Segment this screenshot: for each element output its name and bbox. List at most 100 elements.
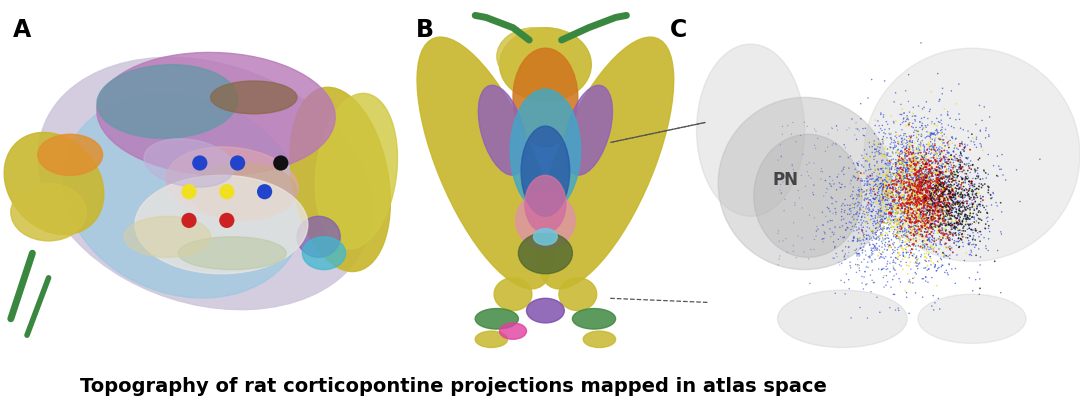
Point	[935, 154, 953, 160]
Point	[897, 247, 915, 253]
Point	[808, 228, 825, 235]
Point	[899, 164, 916, 171]
Point	[914, 166, 931, 173]
Ellipse shape	[522, 127, 570, 217]
Point	[907, 243, 924, 250]
Point	[937, 162, 955, 169]
Point	[930, 207, 947, 213]
Point	[868, 241, 886, 247]
Point	[937, 202, 955, 209]
Point	[855, 209, 873, 215]
Point	[901, 160, 918, 166]
Point	[882, 210, 900, 217]
Point	[912, 119, 929, 126]
Point	[921, 174, 939, 181]
Point	[910, 179, 928, 186]
Point	[907, 167, 924, 173]
Point	[941, 142, 958, 148]
Point	[883, 214, 901, 221]
Point	[930, 196, 947, 203]
Point	[864, 228, 881, 235]
Point	[922, 200, 940, 206]
Point	[893, 200, 910, 207]
Point	[858, 191, 875, 198]
Point	[980, 184, 997, 190]
Point	[905, 251, 922, 258]
Point	[902, 209, 919, 216]
Point	[891, 276, 908, 282]
Point	[962, 181, 980, 187]
Point	[931, 183, 948, 189]
Point	[870, 207, 888, 214]
Point	[896, 206, 914, 213]
Point	[917, 164, 934, 171]
Point	[930, 160, 947, 166]
Point	[923, 222, 941, 228]
Point	[931, 169, 948, 175]
Point	[930, 246, 947, 253]
Point	[842, 227, 860, 233]
Point	[959, 215, 976, 221]
Point	[891, 236, 908, 243]
Point	[841, 259, 859, 266]
Point	[937, 211, 955, 218]
Point	[923, 166, 941, 172]
Point	[960, 216, 977, 222]
Point	[853, 178, 870, 184]
Point	[877, 243, 894, 250]
Point	[950, 165, 968, 171]
Point	[862, 209, 879, 215]
Point	[924, 200, 942, 207]
Point	[865, 170, 882, 176]
Point	[858, 228, 875, 235]
Point	[892, 102, 909, 108]
Point	[941, 164, 958, 170]
Point	[961, 186, 978, 192]
Point	[962, 179, 980, 185]
Point	[937, 207, 955, 214]
Point	[881, 165, 899, 172]
Point	[897, 204, 915, 211]
Point	[947, 152, 964, 158]
Point	[919, 205, 936, 212]
Point	[935, 191, 953, 198]
Point	[819, 204, 836, 211]
Point	[962, 249, 980, 256]
Point	[916, 177, 933, 183]
Point	[914, 217, 931, 223]
Point	[818, 213, 835, 220]
Point	[919, 267, 936, 274]
Point	[862, 242, 879, 248]
Point	[834, 248, 851, 254]
Point	[923, 198, 941, 204]
Point	[866, 131, 883, 138]
Point	[897, 180, 915, 187]
Point	[864, 251, 881, 257]
Point	[842, 211, 860, 217]
Point	[926, 178, 943, 184]
Point	[877, 202, 894, 208]
Point	[862, 155, 879, 161]
Point	[851, 211, 868, 217]
Point	[918, 246, 935, 252]
Point	[891, 161, 908, 168]
Point	[927, 216, 944, 223]
Point	[929, 222, 946, 229]
Point	[862, 217, 879, 223]
Point	[950, 213, 968, 220]
Point	[888, 150, 905, 157]
Point	[853, 207, 870, 213]
Point	[918, 205, 935, 212]
Ellipse shape	[475, 309, 518, 329]
Point	[934, 181, 951, 188]
Point	[879, 152, 896, 159]
Point	[926, 245, 943, 251]
Point	[934, 216, 951, 222]
Point	[823, 201, 840, 207]
Point	[868, 218, 886, 224]
Point	[862, 193, 879, 200]
Point	[906, 193, 923, 199]
Point	[899, 158, 916, 164]
Point	[890, 245, 907, 251]
Point	[926, 200, 943, 206]
